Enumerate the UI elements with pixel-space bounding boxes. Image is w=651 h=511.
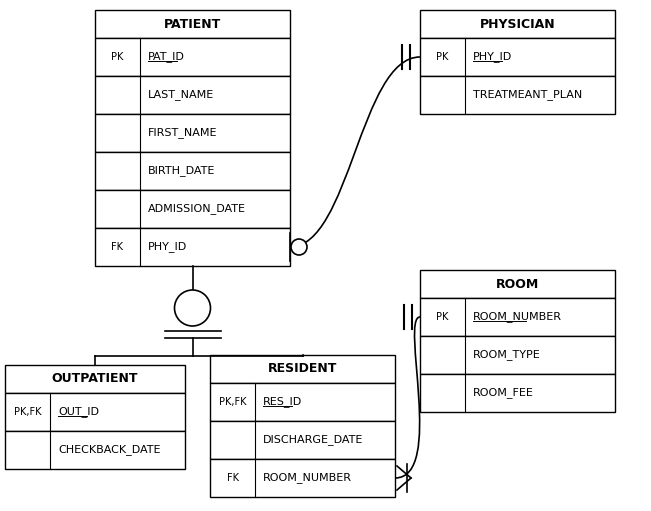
Text: LAST_NAME: LAST_NAME <box>148 89 214 101</box>
Text: FK: FK <box>111 242 124 252</box>
Bar <box>420 336 615 374</box>
Text: PK: PK <box>436 312 449 322</box>
Text: RES_ID: RES_ID <box>263 397 302 407</box>
Text: CHECKBACK_DATE: CHECKBACK_DATE <box>58 445 161 455</box>
Text: ROOM_NUMBER: ROOM_NUMBER <box>473 312 562 322</box>
Text: OUTPATIENT: OUTPATIENT <box>51 373 138 385</box>
Bar <box>95 152 290 190</box>
Bar <box>95 10 290 38</box>
Bar <box>420 374 615 412</box>
Bar <box>210 421 395 459</box>
Text: FK: FK <box>227 473 238 483</box>
Bar <box>95 228 290 266</box>
Text: PK: PK <box>436 52 449 62</box>
Text: TREATMEANT_PLAN: TREATMEANT_PLAN <box>473 89 582 101</box>
Text: PHY_ID: PHY_ID <box>473 52 512 62</box>
Bar <box>420 10 615 38</box>
Text: PHYSICIAN: PHYSICIAN <box>480 17 555 31</box>
Text: ROOM_NUMBER: ROOM_NUMBER <box>263 473 352 483</box>
Bar <box>95 190 290 228</box>
Text: OUT_ID: OUT_ID <box>58 407 99 417</box>
Bar <box>420 270 615 298</box>
Bar <box>210 355 395 383</box>
Bar <box>95 76 290 114</box>
Bar <box>210 383 395 421</box>
Text: PAT_ID: PAT_ID <box>148 52 185 62</box>
Bar <box>210 459 395 497</box>
Text: RESIDENT: RESIDENT <box>268 362 337 376</box>
Text: ROOM_TYPE: ROOM_TYPE <box>473 350 541 360</box>
Bar <box>5 393 185 431</box>
Text: BIRTH_DATE: BIRTH_DATE <box>148 166 215 176</box>
Text: PHY_ID: PHY_ID <box>148 242 187 252</box>
Bar <box>5 431 185 469</box>
Text: PK: PK <box>111 52 124 62</box>
Text: DISCHARGE_DATE: DISCHARGE_DATE <box>263 434 363 446</box>
Circle shape <box>174 290 210 326</box>
Text: PK,FK: PK,FK <box>219 397 246 407</box>
Text: d: d <box>189 301 197 314</box>
Circle shape <box>291 239 307 255</box>
Bar <box>420 76 615 114</box>
Text: ADMISSION_DATE: ADMISSION_DATE <box>148 203 246 215</box>
Bar <box>420 38 615 76</box>
Bar <box>95 114 290 152</box>
Text: FIRST_NAME: FIRST_NAME <box>148 128 217 138</box>
Text: ROOM: ROOM <box>496 277 539 290</box>
Text: ROOM_FEE: ROOM_FEE <box>473 387 534 399</box>
Text: PK,FK: PK,FK <box>14 407 41 417</box>
Bar <box>95 38 290 76</box>
Bar <box>5 365 185 393</box>
Text: PATIENT: PATIENT <box>164 17 221 31</box>
Bar <box>420 298 615 336</box>
